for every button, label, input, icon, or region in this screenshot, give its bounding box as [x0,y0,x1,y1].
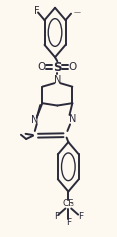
Text: N: N [31,115,38,125]
Text: O: O [38,62,46,72]
Text: N: N [54,75,61,85]
Text: S: S [53,61,62,74]
Text: F: F [78,213,83,222]
Text: N: N [69,114,76,124]
Text: CF: CF [63,199,74,208]
Text: F: F [66,218,71,227]
Text: 3: 3 [70,202,74,207]
Text: F: F [34,6,40,16]
Text: —: — [74,9,81,15]
Text: O: O [69,62,77,72]
Text: F: F [54,213,59,222]
